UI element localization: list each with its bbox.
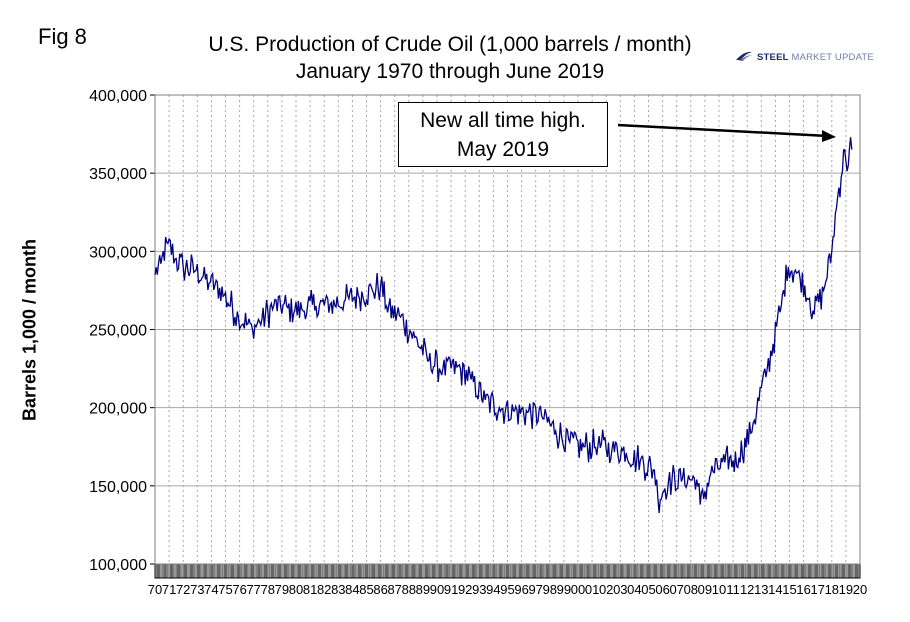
series-line-crude-production <box>154 137 853 514</box>
arrow-head-icon <box>822 130 836 142</box>
x-tick-label: 02 <box>599 582 613 597</box>
x-tick-label: 14 <box>768 582 782 597</box>
x-tick-label: 07 <box>669 582 683 597</box>
y-tick-labels: 100,000 150,000 200,000 250,000 300,000 350,0… <box>89 88 147 574</box>
x-tick-label: 78 <box>261 582 275 597</box>
x-tick-label: 77 <box>246 582 260 597</box>
x-tick-label: 18 <box>825 582 839 597</box>
x-tick-label: 97 <box>528 582 542 597</box>
x-tick-label: 82 <box>317 582 331 597</box>
x-tick-label: 13 <box>754 582 768 597</box>
logo: STEEL MARKET UPDATE <box>757 52 874 63</box>
x-tick-label: 76 <box>232 582 246 597</box>
figure-label: Fig 8 <box>38 24 87 49</box>
annotation-line-2: May 2019 <box>456 138 550 161</box>
x-minor-ticks <box>154 563 861 579</box>
logo-steel: STEEL <box>757 52 789 63</box>
y-tick-label: 350,000 <box>89 166 147 183</box>
x-tick-label: 16 <box>796 582 810 597</box>
axes <box>154 94 861 565</box>
x-tick-label: 94 <box>486 582 500 597</box>
x-tick-label: 08 <box>684 582 698 597</box>
x-tick-label: 96 <box>514 582 528 597</box>
arrow-shaft <box>617 123 829 138</box>
chart-subtitle: January 1970 through June 2019 <box>295 60 605 83</box>
x-tick-label: 00 <box>571 582 585 597</box>
x-tick-label: 05 <box>641 582 655 597</box>
x-tick-labels: 70 71 72 73 74 75 76 77 78 79 80 81 82 83 84 85 86 87 88 89… <box>148 582 867 597</box>
x-tick-label: 81 <box>303 582 317 597</box>
x-tick-label: 06 <box>655 582 669 597</box>
y-tick-label: 200,000 <box>89 401 147 418</box>
y-tick-label: 400,000 <box>89 88 147 105</box>
x-tick-label: 98 <box>543 582 557 597</box>
x-tick-label: 70 <box>148 582 162 597</box>
x-tick-label: 86 <box>373 582 387 597</box>
logo-rest: MARKET UPDATE <box>788 52 874 63</box>
x-tick-label: 20 <box>853 582 867 597</box>
x-tick-label: 17 <box>810 582 824 597</box>
x-tick-label: 85 <box>359 582 373 597</box>
x-minor-tick-marks <box>154 564 861 578</box>
x-tick-label: 88 <box>402 582 416 597</box>
x-tick-label: 19 <box>839 582 853 597</box>
x-tick-label: 09 <box>698 582 712 597</box>
annotation-box: New all time high. May 2019 <box>398 102 608 167</box>
x-tick-label: 04 <box>627 582 641 597</box>
x-tick-label: 91 <box>444 582 458 597</box>
x-tick-label: 10 <box>712 582 726 597</box>
x-tick-label: 11 <box>726 582 740 597</box>
x-tick-label: 89 <box>416 582 430 597</box>
annotation-arrow <box>617 123 836 142</box>
x-tick-label: 73 <box>190 582 204 597</box>
x-tick-label: 93 <box>472 582 486 597</box>
x-tick-label: 75 <box>218 582 232 597</box>
chart-title: U.S. Production of Crude Oil (1,000 barr… <box>208 33 692 56</box>
x-tick-label: 90 <box>430 582 444 597</box>
x-tick-label: 12 <box>740 582 754 597</box>
y-tick-label: 250,000 <box>89 323 147 340</box>
x-tick-label: 84 <box>345 582 359 597</box>
x-tick-label: 74 <box>204 582 218 597</box>
x-tick-label: 79 <box>275 582 289 597</box>
x-tick-label: 95 <box>500 582 514 597</box>
y-tick-label: 300,000 <box>89 244 147 261</box>
x-tick-label: 80 <box>289 582 303 597</box>
x-tick-label: 99 <box>557 582 571 597</box>
x-tick-label: 72 <box>176 582 190 597</box>
x-tick-label: 87 <box>387 582 401 597</box>
annotation-line-1: New all time high. <box>420 109 586 132</box>
plot-area-border <box>154 94 861 565</box>
x-tick-label: 15 <box>782 582 796 597</box>
x-tick-label: 92 <box>458 582 472 597</box>
y-tick-label: 150,000 <box>89 479 147 496</box>
logo-swoosh-icon <box>736 51 752 61</box>
x-tick-label: 01 <box>585 582 599 597</box>
x-tick-label: 71 <box>162 582 176 597</box>
y-tick-label: 100,000 <box>89 557 147 574</box>
x-tick-label: 83 <box>331 582 345 597</box>
x-tick-label: 03 <box>613 582 627 597</box>
